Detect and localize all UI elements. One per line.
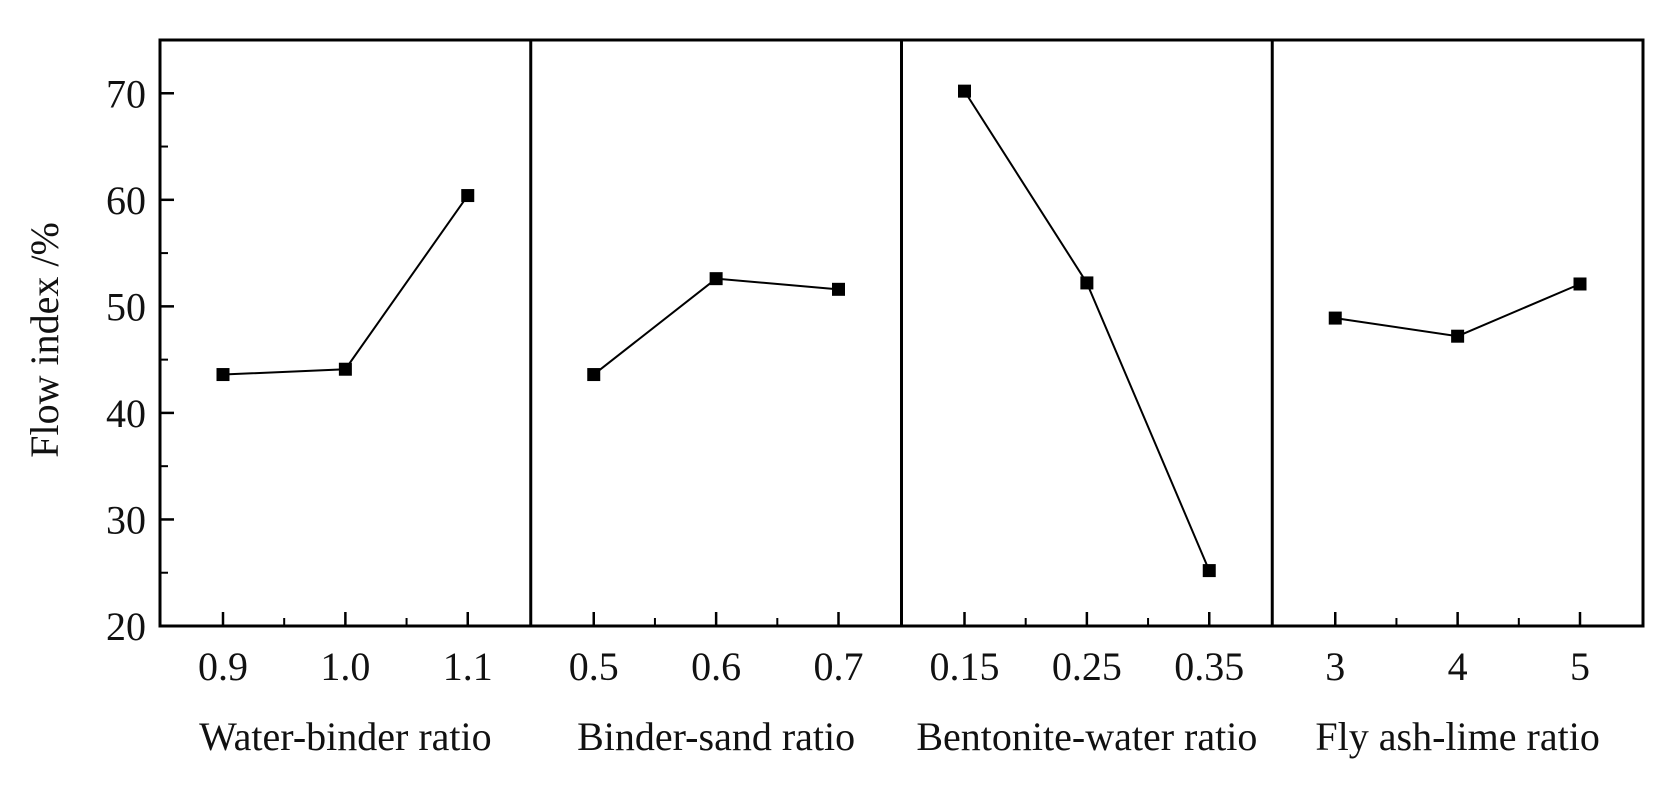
data-point-marker xyxy=(958,84,971,98)
y-tick-label: 20 xyxy=(106,604,146,649)
data-point-marker xyxy=(1573,277,1587,291)
y-tick-label: 60 xyxy=(106,178,146,223)
data-point-marker xyxy=(338,362,352,376)
data-point-marker xyxy=(832,282,845,296)
chart-frame-layer xyxy=(158,38,1645,628)
y-tick-label: 70 xyxy=(106,71,146,116)
x-tick-label: 0.9 xyxy=(198,644,248,689)
y-tick-label: 30 xyxy=(106,497,146,542)
x-tick-label: 1.1 xyxy=(443,644,493,689)
x-tick-label: 0.5 xyxy=(569,644,619,689)
data-point-marker xyxy=(587,368,601,382)
data-point-marker xyxy=(1202,564,1216,578)
data-point-marker xyxy=(1328,311,1342,325)
series-line xyxy=(222,194,469,376)
y-tick-label: 50 xyxy=(106,284,146,329)
series-layer xyxy=(216,84,1587,578)
series-line xyxy=(593,277,839,376)
x-axis-title: Fly ash-lime ratio xyxy=(1315,714,1599,759)
data-point-marker xyxy=(216,368,230,382)
x-axis-title: Bentonite-water ratio xyxy=(916,714,1257,759)
tick-marks-layer xyxy=(160,92,1582,628)
data-point-marker xyxy=(1080,276,1094,290)
x-tick-label: 0.7 xyxy=(814,644,864,689)
x-tick-label: 4 xyxy=(1448,644,1468,689)
series-line xyxy=(1335,283,1581,338)
x-tick-label: 0.25 xyxy=(1052,644,1122,689)
y-tick-label: 40 xyxy=(106,391,146,436)
x-tick-label: 1.0 xyxy=(320,644,370,689)
x-axis-title: Water-binder ratio xyxy=(199,714,492,759)
y-tick-labels-layer: 20 30 40 50 60 70 xyxy=(106,71,146,649)
x-axis-title: Binder-sand ratio xyxy=(577,714,855,759)
x-tick-label: 5 xyxy=(1570,644,1590,689)
series-line xyxy=(963,90,1211,571)
x-axis-titles-layer: Water-binder ratio Binder-sand ratio Bento… xyxy=(199,714,1600,759)
x-tick-label: 0.35 xyxy=(1174,644,1244,689)
data-point-marker xyxy=(1451,329,1465,343)
x-tick-label: 0.15 xyxy=(930,644,1000,689)
data-point-marker xyxy=(709,272,723,286)
y-axis-title: Flow index /% xyxy=(22,222,67,458)
data-point-marker xyxy=(461,189,475,203)
x-tick-label: 3 xyxy=(1325,644,1345,689)
x-tick-label: 0.6 xyxy=(691,644,741,689)
x-tick-labels-layer: 0.9 1.0 1.1 0.5 0.6 0.7 0.15 0.25 0.35 3 4 5 xyxy=(198,644,1590,689)
